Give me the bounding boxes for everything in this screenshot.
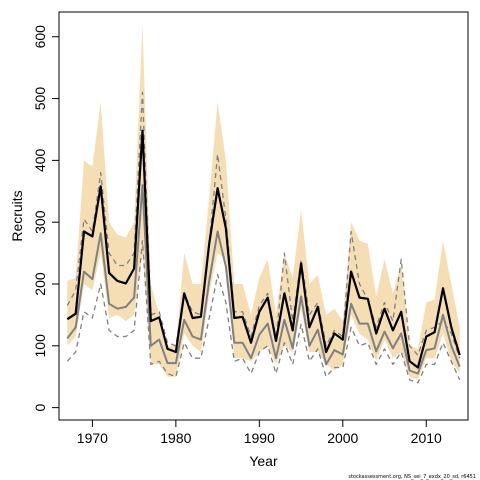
y-tick-label: 100	[32, 334, 48, 358]
plot-frame	[58, 11, 469, 421]
estimate-line	[66, 129, 461, 369]
y-tick-label: 200	[32, 272, 48, 296]
axes: 1970 1980 1990 2000 2010 0 100 200 300 400 500 600	[32, 11, 469, 446]
comparison-lower-dashed-line	[66, 240, 461, 384]
x-tick-label: 1980	[160, 430, 191, 446]
y-tick-label: 600	[32, 25, 48, 49]
x-tick-label: 1970	[77, 430, 108, 446]
comparison-estimate-line	[66, 184, 461, 375]
footnote: stockassessment.org, NS_sei_7_exdx_20_sd…	[348, 474, 476, 480]
y-tick-label: 500	[32, 87, 48, 111]
x-tick-label: 1990	[244, 430, 275, 446]
x-tick-label: 2010	[411, 430, 442, 446]
x-tick-label: 2000	[327, 430, 358, 446]
plot-content	[66, 24, 461, 384]
y-axis-title: Recruits	[9, 190, 25, 241]
x-axis-title: Year	[249, 453, 278, 469]
y-tick-label: 0	[32, 404, 48, 412]
y-tick-label: 400	[32, 148, 48, 172]
comparison-upper-dashed-line	[66, 91, 461, 359]
confidence-band	[67, 24, 460, 380]
y-tick-label: 300	[32, 210, 48, 234]
